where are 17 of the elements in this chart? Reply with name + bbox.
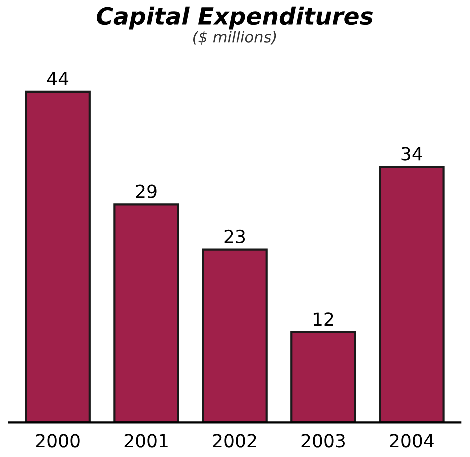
x-tick-label: 2001 <box>124 434 168 448</box>
x-tick-label: 2003 <box>302 434 345 448</box>
data-label: 12 <box>314 312 334 326</box>
chart-title: Capital Expenditures <box>97 6 374 30</box>
bar <box>25 90 91 423</box>
x-tick-label: 2002 <box>213 434 256 448</box>
data-label: 29 <box>136 184 157 198</box>
data-label: 23 <box>224 230 246 244</box>
data-label: 34 <box>402 147 422 161</box>
bar <box>114 204 180 423</box>
x-tick-label: 2004 <box>390 434 434 448</box>
bar <box>202 248 268 423</box>
bar <box>379 166 445 423</box>
data-label: 44 <box>47 72 69 86</box>
x-tick-label: 2000 <box>36 434 80 448</box>
bar <box>290 331 356 423</box>
chart-subtitle: ($ millions) <box>194 31 276 45</box>
